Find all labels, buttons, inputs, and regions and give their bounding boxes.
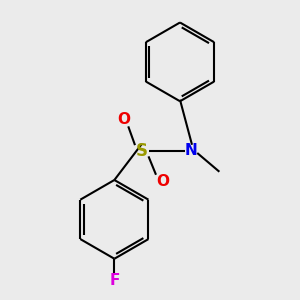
Text: O: O [117, 112, 130, 127]
Text: N: N [185, 143, 198, 158]
Text: F: F [109, 273, 120, 288]
Text: O: O [156, 174, 169, 189]
Text: S: S [136, 142, 148, 160]
